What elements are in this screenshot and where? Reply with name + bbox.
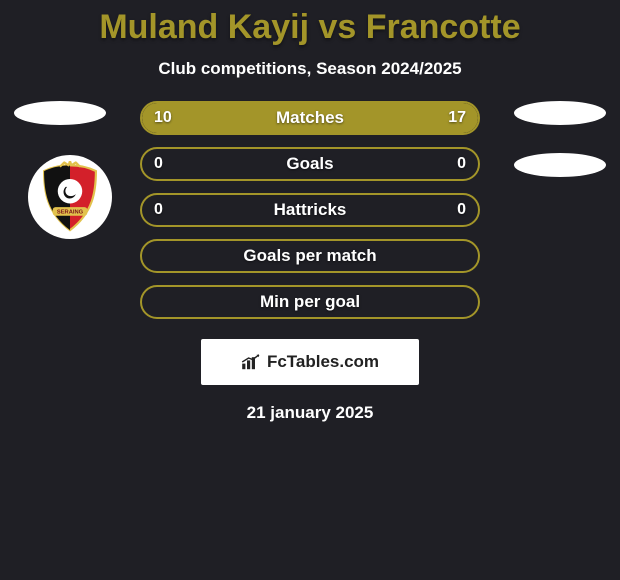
footer-date: 21 january 2025 [0,403,620,423]
club-badge-left: SERAING [28,155,112,239]
bar-value-left: 0 [154,201,163,219]
player-left-pill [14,101,106,125]
stat-bar: 0 0 Hattricks [140,193,480,227]
bar-label: Goals per match [243,246,376,266]
club-badge-text: SERAING [57,210,84,216]
bars-icon [241,354,261,370]
page-title: Muland Kayij vs Francotte [0,0,620,51]
bar-label: Goals [286,154,333,174]
bar-value-right: 17 [448,109,466,127]
bar-label: Matches [276,108,344,128]
comparison-panel: SERAING 10 17 Matches 0 0 Goals 0 0 Hattricks Goa… [0,101,620,423]
page-subtitle: Club competitions, Season 2024/2025 [0,59,620,79]
club-crest-icon: SERAING [34,161,106,233]
title-text: Muland Kayij vs Francotte [99,8,520,46]
player-right-pill-2 [514,153,606,177]
stat-bar: Goals per match [140,239,480,273]
stat-bar: Min per goal [140,285,480,319]
watermark: FcTables.com [201,339,419,385]
player-right-pill [514,101,606,125]
stat-bar: 0 0 Goals [140,147,480,181]
bar-value-left: 10 [154,109,172,127]
bar-label: Hattricks [274,200,347,220]
bar-value-left: 0 [154,155,163,173]
stat-bar: 10 17 Matches [140,101,480,135]
bar-value-right: 0 [457,201,466,219]
watermark-text: FcTables.com [267,352,379,372]
bar-value-right: 0 [457,155,466,173]
bar-label: Min per goal [260,292,360,312]
stat-bars: 10 17 Matches 0 0 Goals 0 0 Hattricks Goals per m… [140,101,480,319]
